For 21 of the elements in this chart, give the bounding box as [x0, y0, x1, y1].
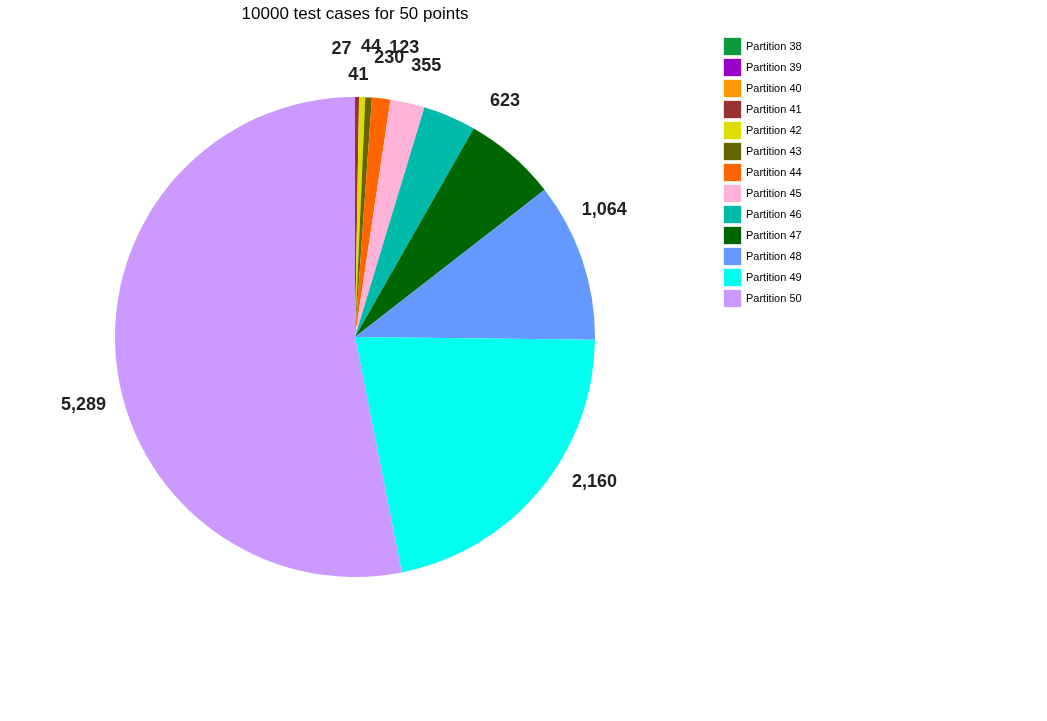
legend-label: Partition 50 — [746, 291, 802, 304]
legend-label: Partition 47 — [746, 228, 802, 241]
data-label: 623 — [490, 89, 521, 110]
legend-label: Partition 42 — [746, 123, 802, 136]
legend-label: Partition 46 — [746, 207, 802, 220]
data-label: 2,160 — [571, 471, 618, 492]
chart-title: 10000 test cases for 50 points — [241, 4, 469, 23]
legend-label: Partition 43 — [746, 144, 802, 157]
data-label: 1,064 — [581, 198, 627, 219]
legend-label: Partition 45 — [746, 186, 802, 199]
legend-label: Partition 41 — [746, 102, 802, 115]
data-label: 41 — [348, 64, 369, 85]
legend-label: Partition 40 — [746, 81, 802, 94]
data-label: 355 — [411, 55, 442, 76]
legend-label: Partition 39 — [746, 60, 802, 73]
legend-label: Partition 49 — [746, 270, 802, 283]
data-label: 27 — [331, 38, 352, 59]
legend-label: Partition 38 — [746, 39, 802, 52]
data-label: 5,289 — [60, 394, 106, 415]
legend-label: Partition 48 — [746, 249, 802, 262]
legend-label: Partition 44 — [746, 165, 802, 178]
